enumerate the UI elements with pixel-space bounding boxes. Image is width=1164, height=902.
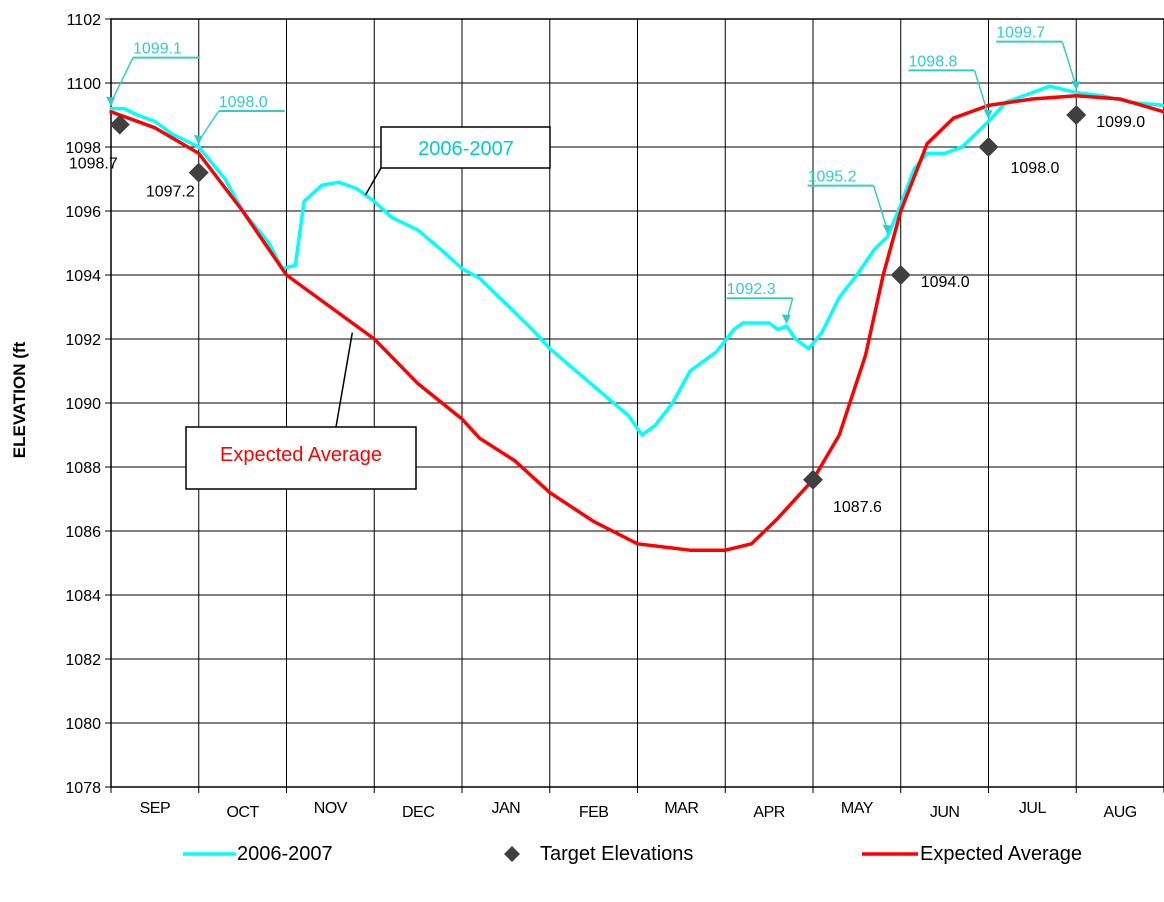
callout-leader: [110, 57, 134, 103]
y-tick-label: 1096: [65, 204, 101, 221]
x-tick-label-feb: FEB: [579, 804, 609, 821]
y-axis-ticks: 1078 1080 1082 1084 1086 1088 1090 1092 1094 1096…: [65, 12, 111, 797]
callout-leader: [872, 185, 889, 231]
callout-arrowhead: [781, 314, 791, 325]
box-expected-average: [185, 426, 417, 490]
x-tick-label-jun: JUN: [930, 804, 960, 821]
callout-arrowhead: [1071, 80, 1081, 91]
box-expected-average-leader: [335, 332, 354, 428]
legend-label-expected-average: Expected Average: [920, 843, 1082, 865]
x-tick-label-may: MAY: [841, 800, 874, 817]
x-axis-month-labels: SEP OCT NOV DEC JAN FEB MAR APR MAY JUN JUL AUG: [110, 787, 1164, 821]
legend-swatch-target-elevations: [504, 846, 520, 862]
target-elevation-label: 1098.0: [1011, 160, 1060, 177]
x-tick-label-nov: NOV: [314, 800, 348, 817]
callout-arrowhead: [193, 135, 203, 145]
legend-label-2006-2007: 2006-2007: [237, 843, 333, 865]
callout-label: 1095.2: [808, 169, 857, 186]
y-tick-label: 1090: [65, 396, 101, 413]
y-tick-label: 1082: [65, 652, 101, 669]
y-tick-label: 1094: [65, 268, 101, 285]
callout-arrowhead: [983, 109, 993, 120]
target-elevation-label: 1099.0: [1096, 114, 1145, 131]
box-expected-average-label: Expected Average: [220, 444, 382, 466]
target-elevation-label: 1094.0: [921, 274, 970, 291]
box-2006-2007-leader: [364, 167, 382, 196]
target-elevation-marker: [803, 469, 823, 490]
callout-label: 1098.0: [219, 94, 268, 111]
target-elevation-marker: [1066, 105, 1087, 125]
target-elevation-label: 1087.6: [833, 499, 882, 516]
series-label-boxes: 2006-2007 Expected Average: [185, 126, 551, 490]
callout-label: 1099.7: [996, 25, 1045, 42]
y-tick-label: 1100: [67, 76, 102, 93]
y-tick-label: 1098: [65, 140, 101, 157]
callout-label: 1099.1: [133, 41, 182, 58]
callout-label: 1098.8: [909, 53, 958, 70]
x-tick-label-dec: DEC: [402, 804, 434, 821]
legend-label-target-elevations: Target Elevations: [540, 843, 693, 865]
grid: [111, 18, 1164, 788]
target-elevation-label: 1097.2: [146, 184, 195, 201]
y-tick-label: 1088: [65, 460, 101, 477]
callout-leader: [973, 70, 990, 116]
y-axis-label: ELEVATION (ft: [10, 341, 29, 458]
y-tick-label: 1078: [65, 780, 101, 797]
series-line-expected-average: [109, 94, 1164, 552]
x-tick-label-apr: APR: [753, 804, 784, 821]
target-elevation-marker: [890, 265, 911, 285]
x-tick-label-oct: OCT: [226, 804, 259, 821]
box-2006-2007: [380, 126, 551, 169]
series-line-2006-2007: [109, 84, 1164, 437]
x-tick-label-aug: AUG: [1104, 804, 1137, 821]
x-tick-label-jan: JAN: [492, 800, 521, 817]
callout-leader: [1061, 41, 1077, 87]
callout-annotations: 1099.1 1098.0 1092.3 1095.2 1098.8 1099.7: [106, 25, 1081, 325]
y-tick-label: 1080: [65, 716, 101, 733]
callout-arrowhead: [106, 96, 115, 107]
y-tick-label: 1092: [65, 332, 101, 349]
target-markers: 1098.7 1097.2 1087.6 1094.0 1098.0 1099.0: [69, 105, 1145, 516]
target-elevation-label: 1098.7: [69, 156, 118, 173]
callout-label: 1092.3: [727, 281, 776, 298]
y-tick-label: 1102: [67, 12, 102, 29]
series-lines: [109, 84, 1164, 552]
x-tick-label-mar: MAR: [664, 800, 698, 817]
target-elevation-marker: [188, 162, 209, 183]
callout-arrowhead: [882, 224, 892, 235]
y-tick-label: 1086: [65, 524, 101, 541]
box-2006-2007-label: 2006-2007: [418, 138, 514, 160]
x-tick-label-jul: JUL: [1019, 800, 1047, 817]
y-tick-label: 1084: [65, 588, 101, 605]
x-tick-label-sep: SEP: [140, 800, 171, 817]
target-elevation-marker: [109, 114, 130, 135]
legend: 2006-2007 Target Elevations Expected Avera…: [183, 843, 1082, 865]
target-elevation-marker: [978, 137, 999, 157]
